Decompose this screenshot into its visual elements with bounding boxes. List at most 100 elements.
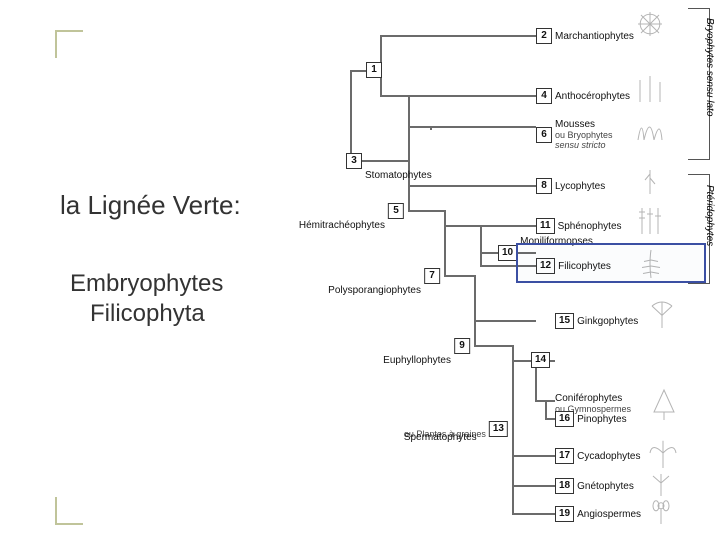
tree-segment-h bbox=[545, 418, 555, 420]
node-number: 19 bbox=[555, 506, 574, 522]
node-sublabel: ou Bryophytes bbox=[555, 130, 613, 140]
plant-illustration-icon bbox=[636, 166, 664, 199]
tree-segment-v bbox=[545, 400, 547, 418]
tree-node: 18Gnétophytes bbox=[555, 478, 634, 494]
node-label-wrap: Stomatophytes bbox=[365, 156, 432, 167]
tree-node: 4Anthocérophytes bbox=[536, 88, 630, 104]
plant-illustration-icon bbox=[636, 10, 664, 43]
tree-segment-h bbox=[512, 485, 555, 487]
node-number: 15 bbox=[555, 313, 574, 329]
tree-segment-v bbox=[474, 275, 476, 345]
node-number: 11 bbox=[536, 218, 555, 234]
node-label-wrap: Marchantiophytes bbox=[555, 31, 634, 42]
tree-segment-v bbox=[480, 225, 482, 265]
tree-node: 9Euphyllophytes bbox=[383, 338, 470, 354]
node-number: 4 bbox=[536, 88, 552, 104]
node-label: Ginkgophytes bbox=[577, 316, 638, 327]
tree-segment-h bbox=[512, 455, 555, 457]
tree-node: 5Hémitrachéophytes bbox=[299, 203, 404, 219]
tree-node: 16Pinophytes bbox=[555, 411, 627, 427]
node-sublabel2: sensu stricto bbox=[555, 140, 613, 150]
tree-segment-v bbox=[350, 70, 352, 160]
node-label: Polysporangiophytes bbox=[328, 285, 421, 296]
node-label-wrap: Hémitrachéophytes bbox=[299, 206, 385, 217]
node-label-wrap: Ginkgophytes bbox=[577, 316, 638, 327]
tree-segment-h bbox=[408, 126, 536, 128]
tree-segment-h bbox=[512, 513, 555, 515]
plant-illustration-icon bbox=[648, 300, 676, 333]
tree-node: 6Moussesou Bryophytessensu stricto bbox=[536, 119, 613, 150]
node-label-wrap: Cycadophytes bbox=[577, 451, 640, 462]
page-title: la Lignée Verte: bbox=[60, 190, 241, 221]
node-label: Lycophytes bbox=[555, 181, 605, 192]
node-number: 8 bbox=[536, 178, 552, 194]
node-number: 14 bbox=[531, 352, 550, 368]
tree-segment-h bbox=[444, 225, 536, 227]
diagram-stage: la Lignée Verte: Embryophytes Filicophyt… bbox=[0, 0, 720, 540]
tree-segment-v bbox=[444, 210, 446, 275]
node-label: Spermatophytes bbox=[404, 432, 486, 443]
tree-node: 7Polysporangiophytes bbox=[328, 268, 440, 284]
node-number: 13 bbox=[489, 421, 508, 437]
node-number: 2 bbox=[536, 28, 552, 44]
node-number: 17 bbox=[555, 448, 574, 464]
node-number: 18 bbox=[555, 478, 574, 494]
tree-segment-h bbox=[380, 35, 536, 37]
node-label-wrap: Polysporangiophytes bbox=[328, 271, 421, 282]
node-number: 5 bbox=[388, 203, 404, 219]
tree-node: 1 bbox=[366, 62, 385, 78]
tree-node: 14 bbox=[531, 352, 553, 368]
node-number: 9 bbox=[454, 338, 470, 354]
plant-illustration-icon bbox=[648, 388, 680, 425]
node-label-wrap: Anthocérophytes bbox=[555, 91, 630, 102]
node-number: 7 bbox=[424, 268, 440, 284]
page-subtitle-2: Filicophyta bbox=[90, 300, 205, 329]
node-label: Hémitrachéophytes bbox=[299, 220, 385, 231]
tree-segment-h bbox=[408, 210, 444, 212]
plant-illustration-icon bbox=[636, 206, 664, 239]
corner-accent-bl bbox=[55, 497, 83, 525]
node-label: Marchantiophytes bbox=[555, 31, 634, 42]
tree-segment-h bbox=[474, 345, 512, 347]
node-label: Anthocérophytes bbox=[555, 91, 630, 102]
group-label: Ptéridophytes bbox=[704, 185, 715, 246]
tree-segment-h bbox=[380, 95, 536, 97]
corner-accent-tl bbox=[55, 30, 83, 58]
plant-illustration-icon bbox=[636, 112, 664, 145]
tree-node: 11Sphénophytes bbox=[536, 218, 622, 234]
plant-illustration-icon bbox=[636, 74, 664, 107]
node-label-wrap: Spermatophytesou Plantes à graines bbox=[404, 418, 486, 439]
node-label-wrap: Gnétophytes bbox=[577, 481, 634, 492]
node-label-wrap: Pinophytes bbox=[577, 414, 626, 425]
node-label: Cycadophytes bbox=[577, 451, 640, 462]
node-label-wrap: Sphénophytes bbox=[558, 221, 622, 232]
tree-segment-h bbox=[408, 185, 536, 187]
node-label: Pinophytes bbox=[577, 414, 626, 425]
page-subtitle-1: Embryophytes bbox=[70, 270, 223, 299]
node-label-wrap: Moussesou Bryophytessensu stricto bbox=[555, 119, 613, 150]
tree-node: 8Lycophytes bbox=[536, 178, 605, 194]
node-label: Stomatophytes bbox=[365, 170, 432, 181]
node-number: 16 bbox=[555, 411, 574, 427]
tree-node: 19Angiospermes bbox=[555, 506, 641, 522]
node-label: Angiospermes bbox=[577, 509, 641, 520]
tree-node: 17Cycadophytes bbox=[555, 448, 641, 464]
node-label: Sphénophytes bbox=[558, 221, 622, 232]
plant-illustration-icon bbox=[648, 498, 674, 529]
node-number: 6 bbox=[536, 127, 552, 143]
tree-node: 15Ginkgophytes bbox=[555, 313, 638, 329]
node-label: Euphyllophytes bbox=[383, 355, 451, 366]
filicophytes-highlight bbox=[516, 243, 706, 283]
plant-illustration-icon bbox=[648, 470, 674, 501]
title-block bbox=[55, 30, 325, 125]
tree-segment-h bbox=[444, 275, 474, 277]
node-number: 3 bbox=[346, 153, 362, 169]
node-label-wrap: Lycophytes bbox=[555, 181, 605, 192]
tree-segment-h bbox=[474, 320, 536, 322]
node-label-wrap: Angiospermes bbox=[577, 509, 641, 520]
tree-node: 13Spermatophytesou Plantes à graines bbox=[404, 418, 508, 439]
node-label-wrap: Euphyllophytes bbox=[383, 341, 451, 352]
node-label: Coniférophytes bbox=[555, 393, 631, 404]
node-label: Gnétophytes bbox=[577, 481, 634, 492]
tree-segment-h bbox=[535, 400, 555, 402]
